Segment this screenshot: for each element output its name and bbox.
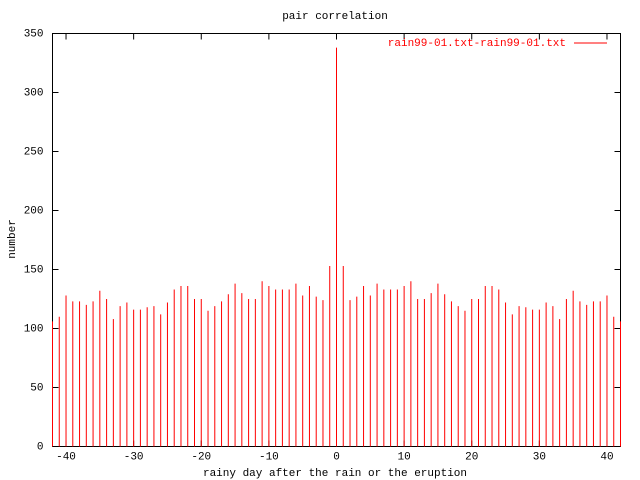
x-axis-label: rainy day after the rain or the eruption — [203, 468, 467, 480]
x-tick-label: -40 — [56, 451, 76, 463]
x-tick-label: 20 — [465, 451, 478, 463]
y-tick-label: 300 — [24, 87, 44, 99]
x-tick-label: 30 — [533, 451, 546, 463]
y-tick-label: 150 — [24, 264, 44, 276]
x-tick-label: 40 — [600, 451, 613, 463]
y-tick-label: 100 — [24, 323, 44, 335]
y-tick-label: 350 — [24, 28, 44, 40]
chart-title: pair correlation — [282, 11, 388, 23]
y-tick-label: 200 — [24, 205, 44, 217]
x-tick-label: 10 — [398, 451, 411, 463]
x-tick-label: -10 — [259, 451, 279, 463]
x-tick-label: 0 — [333, 451, 340, 463]
y-tick-label: 50 — [30, 382, 43, 394]
legend-label: rain99-01.txt-rain99-01.txt — [388, 38, 566, 50]
y-axis-label: number — [7, 219, 19, 259]
x-tick-label: -30 — [124, 451, 144, 463]
x-tick-label: -20 — [191, 451, 211, 463]
y-tick-label: 0 — [37, 441, 44, 453]
y-tick-label: 250 — [24, 146, 44, 158]
